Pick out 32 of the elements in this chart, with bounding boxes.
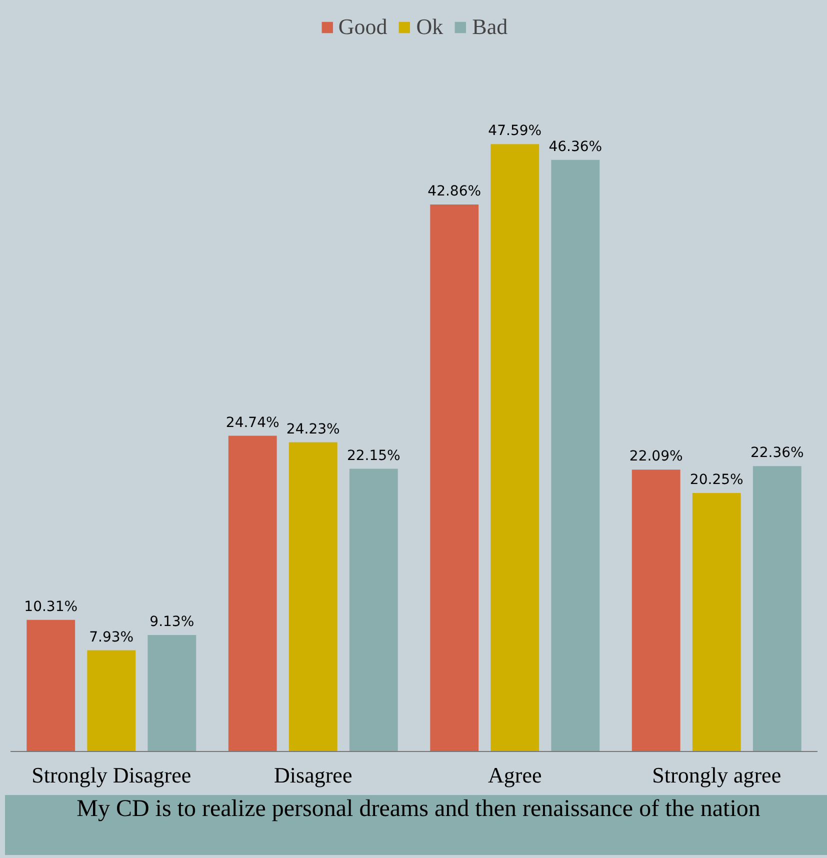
data-label: 46.36% <box>548 138 602 155</box>
bar <box>148 634 196 752</box>
x-tick-label: Agree <box>488 762 542 788</box>
bar <box>288 442 338 752</box>
data-label: 20.25% <box>690 472 744 488</box>
data-label: 47.59% <box>488 123 542 140</box>
x-tick-label: Strongly agree <box>652 762 782 788</box>
data-label: 24.23% <box>286 421 340 438</box>
data-label: 24.74% <box>226 414 280 431</box>
legend-label: Bad <box>472 14 508 40</box>
data-label: 10.31% <box>24 598 78 615</box>
bar <box>692 493 741 752</box>
data-label: 22.09% <box>629 448 683 465</box>
bar <box>752 466 802 752</box>
data-label: 22.15% <box>346 448 400 464</box>
data-label: 7.93% <box>89 629 134 646</box>
bar <box>632 470 680 752</box>
x-tick-label: Disagree <box>274 762 352 788</box>
bar <box>349 468 398 752</box>
x-tick-label: Strongly Disagree <box>32 762 192 788</box>
bar <box>26 620 76 752</box>
bar <box>490 144 540 752</box>
data-label: 42.86% <box>428 183 482 200</box>
data-label: 9.13% <box>150 614 194 630</box>
legend-label: Good <box>338 14 388 40</box>
bar <box>87 650 136 752</box>
bar <box>430 204 479 752</box>
data-label: 22.36% <box>750 445 804 462</box>
legend-label: Ok <box>416 14 444 40</box>
bar <box>228 436 277 752</box>
x-axis-title: My CD is to realize personal dreams and then renaissance of the nation <box>76 795 760 823</box>
bar <box>551 160 600 752</box>
